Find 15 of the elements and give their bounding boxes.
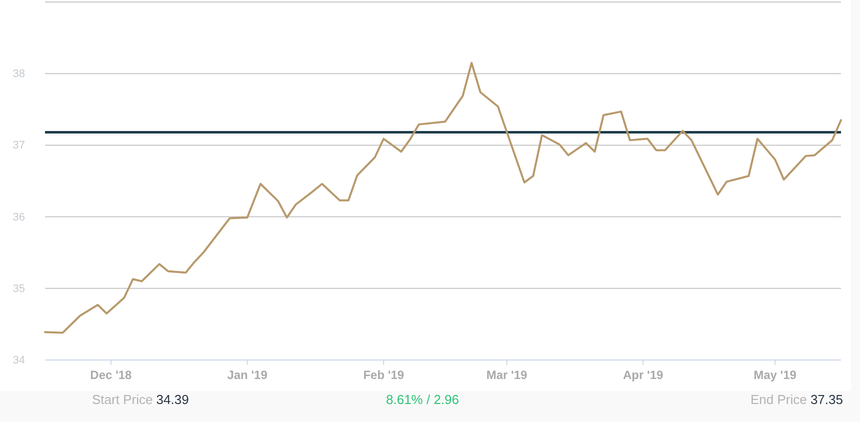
y-tick-label: 37 (12, 140, 25, 152)
y-tick-label: 38 (12, 68, 25, 80)
y-tick-label: 34 (12, 354, 25, 367)
x-tick-label: Jan '19 (227, 368, 268, 382)
x-tick-label: Apr '19 (623, 368, 664, 382)
x-tick-label: Dec '18 (90, 368, 132, 382)
x-tick-label: Feb '19 (363, 368, 404, 382)
line-series (44, 62, 842, 334)
text: 8.61% / 2.96 (386, 392, 459, 407)
y-tick-label: 35 (12, 282, 25, 295)
text: Start Price 34.39 (92, 392, 189, 407)
text: End Price 37.35 (750, 392, 843, 407)
x-tick-label: May '19 (754, 368, 797, 382)
x-tick-label: Mar '19 (486, 368, 528, 382)
y-tick-label: 36 (12, 211, 25, 224)
